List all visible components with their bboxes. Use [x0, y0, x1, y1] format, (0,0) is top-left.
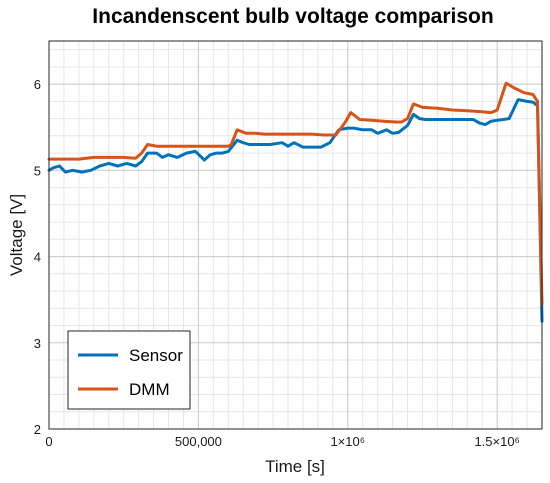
y-tick-labels: 2 3 4 5 6	[34, 77, 41, 437]
y-tick-label: 2	[34, 422, 41, 437]
series-line-dmm	[47, 81, 544, 306]
y-tick-label: 5	[34, 163, 41, 178]
x-tick-label: 0	[45, 434, 52, 449]
x-tick-label: 500,000	[175, 434, 222, 449]
x-tick-label: 1.5×10⁶	[474, 434, 519, 449]
x-tick-labels: 0 500,000 1×10⁶ 1.5×10⁶	[45, 434, 520, 449]
y-tick-label: 4	[34, 250, 41, 265]
legend-label-sensor: Sensor	[129, 346, 183, 365]
y-tick-label: 6	[34, 77, 41, 92]
chart-title: Incandenscent bulb voltage comparison	[92, 5, 493, 28]
series-line-sensor	[47, 98, 544, 323]
series-layer	[47, 81, 544, 323]
y-tick-label: 3	[34, 336, 41, 351]
legend-box	[67, 330, 191, 410]
x-axis-label: Time [s]	[265, 457, 325, 476]
x-tick-label: 1×10⁶	[330, 434, 365, 449]
legend-label-dmm: DMM	[129, 380, 170, 399]
plot-frame	[48, 40, 543, 430]
legend: Sensor DMM	[67, 330, 191, 410]
y-axis-label: Voltage [V]	[7, 194, 26, 276]
